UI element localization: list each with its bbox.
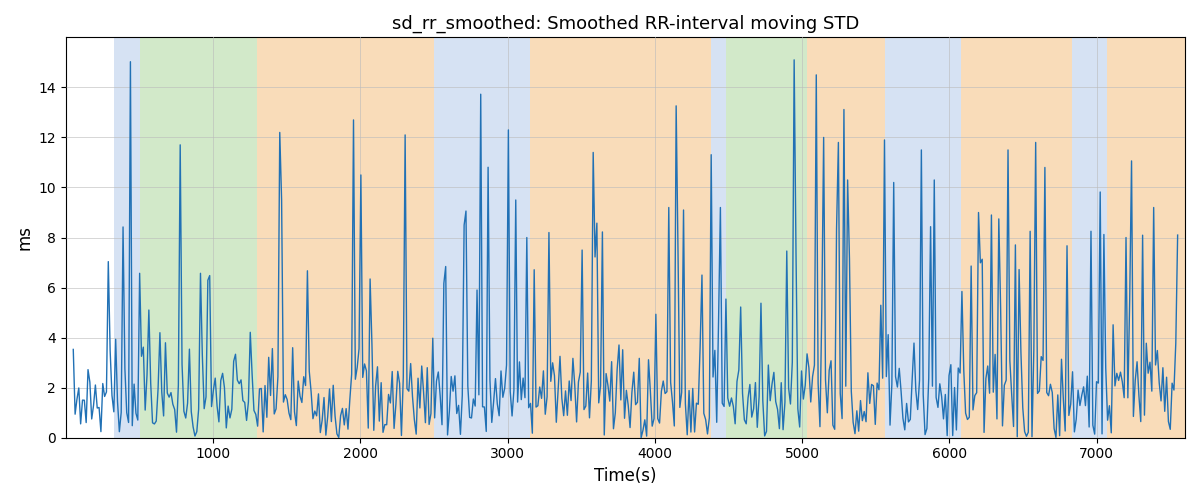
Bar	[1106, 38, 1186, 438]
X-axis label: Time(s): Time(s)	[594, 467, 656, 485]
Bar	[806, 38, 884, 438]
Bar	[529, 38, 710, 438]
Bar	[114, 38, 139, 438]
Bar	[139, 38, 257, 438]
Y-axis label: ms: ms	[16, 225, 34, 250]
Bar	[257, 38, 434, 438]
Bar	[1072, 38, 1106, 438]
Bar	[884, 38, 961, 438]
Title: sd_rr_smoothed: Smoothed RR-interval moving STD: sd_rr_smoothed: Smoothed RR-interval mov…	[391, 15, 859, 34]
Bar	[726, 38, 806, 438]
Bar	[434, 38, 529, 438]
Bar	[961, 38, 1072, 438]
Bar	[710, 38, 726, 438]
